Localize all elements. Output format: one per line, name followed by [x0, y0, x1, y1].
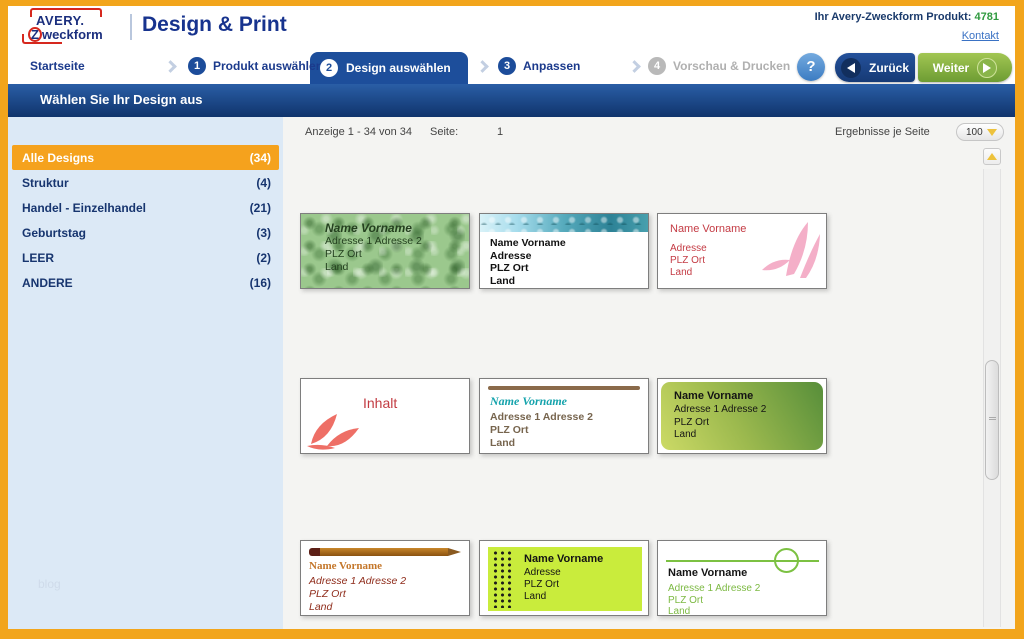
step2-number[interactable]: 2: [320, 59, 338, 77]
design-card-brown-rule[interactable]: Name Vorname Adresse 1 Adresse 2 PLZ Ort…: [479, 378, 649, 454]
green-gradient-panel: [661, 382, 823, 450]
chevron-separator-icon: [164, 60, 177, 73]
design-card-green-gradient[interactable]: Name Vorname Adresse 1 Adresse 2 PLZ Ort…: [657, 378, 827, 454]
product-number: 4781: [974, 11, 999, 23]
sidebar-item-andere[interactable]: ANDERE (16): [22, 275, 271, 290]
step4-number: 4: [648, 57, 666, 75]
sidebar-item-alle-designs[interactable]: Alle Designs (34): [12, 145, 279, 170]
design-name-line: Name Vorname: [668, 567, 748, 579]
design-name-line: Name Vorname: [490, 237, 566, 249]
logo-z-ring-icon: Z: [28, 27, 42, 42]
foliage-texture: [301, 214, 469, 288]
chevron-separator-icon: [476, 60, 489, 73]
category-count: (21): [249, 200, 271, 215]
step3-label[interactable]: Anpassen: [523, 59, 581, 73]
chartreuse-panel: Name Vorname Adresse PLZ Ort Land: [488, 547, 642, 611]
teal-image-band: [480, 214, 648, 232]
dot-grid-icon: [492, 550, 513, 608]
product-info: Ihr Avery-Zweckform Produkt: 4781: [815, 11, 999, 23]
step4-label: Vorschau & Drucken: [673, 59, 791, 73]
logo-crop-mark-icon: [30, 8, 102, 17]
per-page-value: 100: [966, 126, 983, 138]
design-card-pink-petals[interactable]: Name Vorname Adresse PLZ Ort Land: [657, 213, 827, 289]
logo-crop-mark-icon: [22, 34, 62, 44]
next-button[interactable]: Weiter: [918, 53, 1012, 82]
design-name-line: Name Vorname: [490, 394, 568, 408]
pencil-icon: [309, 548, 461, 556]
product-label: Ihr Avery-Zweckform Produkt:: [814, 11, 972, 23]
back-arrow-icon: [840, 57, 861, 78]
design-card-green-line[interactable]: Name Vorname Adresse 1 Adresse 2 PLZ Ort…: [657, 540, 827, 616]
scrollbar-track[interactable]: [983, 169, 1001, 627]
coral-leaf-icon: [307, 414, 359, 450]
back-button[interactable]: Zurück: [835, 53, 915, 82]
pink-petals-icon: [762, 222, 820, 278]
wizard-nav: Startseite 1 Produkt auswählen 2 Design …: [8, 48, 1015, 84]
design-card-chartreuse-dots[interactable]: Name Vorname Adresse PLZ Ort Land: [479, 540, 649, 616]
design-name-line: Name Vorname: [309, 560, 383, 572]
brown-rule: [488, 386, 640, 390]
design-card-coral-leaf[interactable]: Inhalt: [300, 378, 470, 454]
help-button[interactable]: ?: [797, 53, 825, 81]
per-page-dropdown[interactable]: 100: [956, 123, 1004, 141]
category-count: (2): [256, 250, 271, 265]
category-sidebar: Alle Designs (34) Struktur (4) Handel - Ei…: [8, 117, 283, 629]
watermark-text: blog: [38, 577, 61, 591]
design-name-line: Name Vorname: [325, 221, 412, 235]
section-header: Wählen Sie Ihr Design aus: [8, 84, 1015, 117]
step2-label[interactable]: Design auswählen: [346, 61, 451, 75]
section-title: Wählen Sie Ihr Design aus: [40, 92, 203, 107]
chevron-down-icon: [987, 128, 997, 136]
per-page-label: Ergebnisse je Seite: [835, 126, 930, 138]
design-content-label: Inhalt: [363, 395, 398, 411]
green-ring-icon: [774, 548, 799, 573]
category-count: (34): [249, 150, 271, 165]
scrollbar-grip-icon: [989, 417, 996, 420]
step1-number[interactable]: 1: [188, 57, 206, 75]
design-gallery: Anzeige 1 - 34 von 34 Seite: 1 Ergebniss…: [283, 117, 1015, 629]
logo-text-avery: AVERY.: [36, 13, 85, 28]
category-count: (3): [256, 225, 271, 240]
page-label: Seite:: [430, 126, 459, 138]
title-separator: [130, 14, 132, 40]
design-card-pencil[interactable]: Name Vorname Adresse 1 Adresse 2 PLZ Ort…: [300, 540, 470, 616]
next-arrow-icon: [977, 57, 998, 78]
design-card-foliage[interactable]: Name Vorname Adresse 1 Adresse 2 PLZ Ort…: [300, 213, 470, 289]
sidebar-item-leer[interactable]: LEER (2): [22, 250, 271, 265]
sidebar-item-handel-einzelhandel[interactable]: Handel - Einzelhandel (21): [22, 200, 271, 215]
step1-label[interactable]: Produkt auswählen: [213, 59, 324, 73]
contact-link[interactable]: Kontakt: [961, 30, 999, 42]
step3-number[interactable]: 3: [498, 57, 516, 75]
scroll-up-button[interactable]: [983, 148, 1001, 165]
sidebar-item-struktur[interactable]: Struktur (4): [22, 175, 271, 190]
sidebar-item-geburtstag[interactable]: Geburtstag (3): [22, 225, 271, 240]
green-rule: [666, 560, 819, 562]
design-name-line: Name Vorname: [524, 553, 604, 565]
chevron-separator-icon: [628, 60, 641, 73]
scrollbar-thumb[interactable]: [985, 360, 999, 480]
design-name-line: Name Vorname: [670, 223, 747, 235]
app-title: Design & Print: [142, 13, 287, 36]
category-count: (16): [249, 275, 271, 290]
results-count: Anzeige 1 - 34 von 34: [305, 126, 413, 138]
design-card-teal-band[interactable]: Name Vorname Adresse PLZ Ort Land: [479, 213, 649, 289]
design-name-line: Name Vorname: [674, 390, 754, 402]
category-count: (4): [256, 175, 271, 190]
triangle-up-icon: [987, 153, 997, 160]
page-number: 1: [497, 126, 504, 138]
home-link[interactable]: Startseite: [30, 59, 85, 73]
